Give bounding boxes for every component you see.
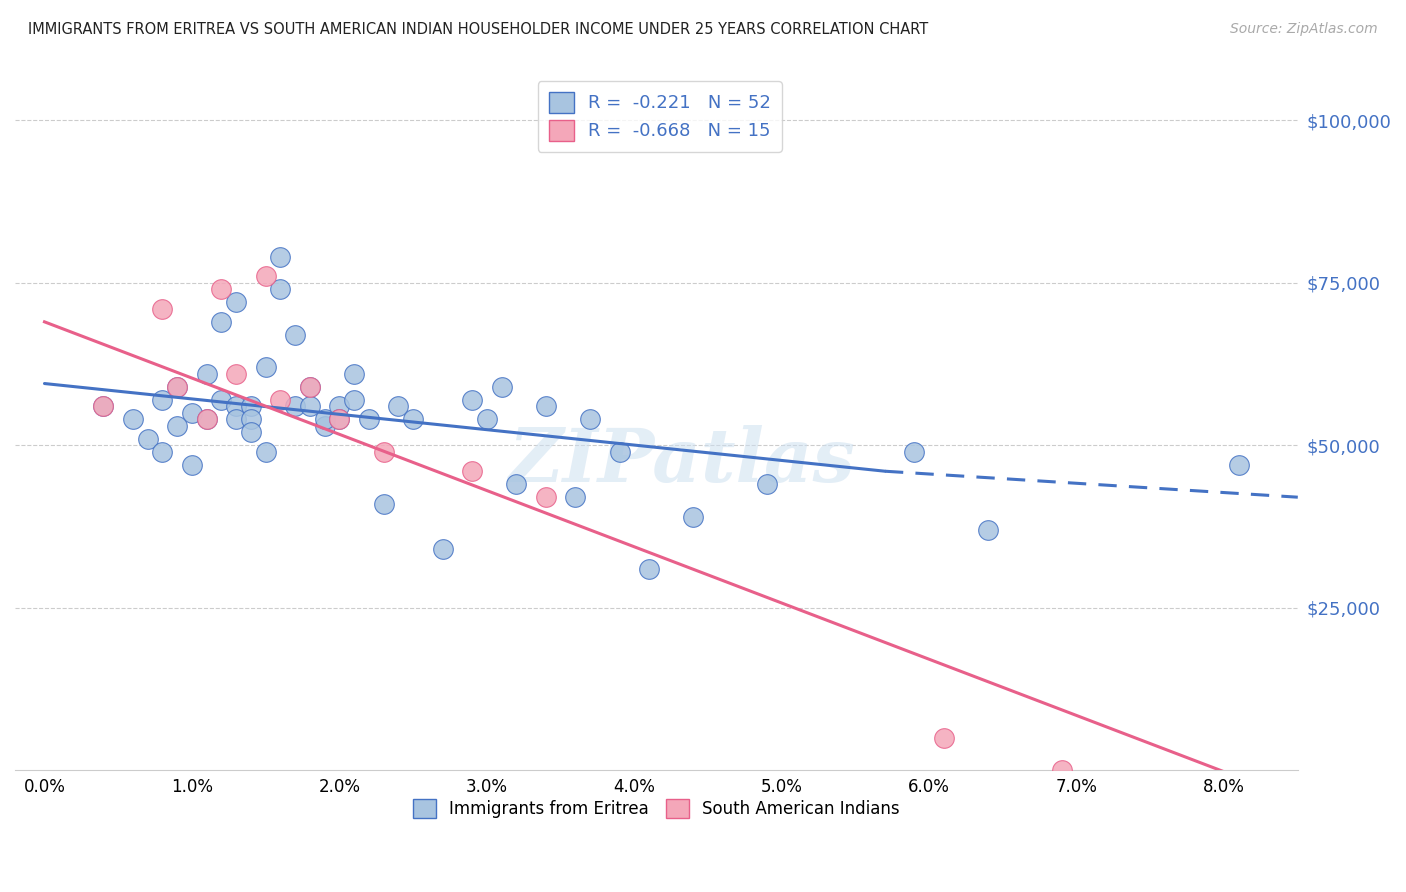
Point — [328, 412, 350, 426]
Legend: Immigrants from Eritrea, South American Indians: Immigrants from Eritrea, South American … — [406, 792, 907, 825]
Point — [225, 399, 247, 413]
Point — [209, 282, 232, 296]
Point — [534, 490, 557, 504]
Point — [1227, 458, 1250, 472]
Point — [166, 380, 188, 394]
Point — [402, 412, 425, 426]
Point — [181, 406, 204, 420]
Point — [166, 380, 188, 394]
Point — [166, 418, 188, 433]
Point — [298, 399, 321, 413]
Point — [328, 399, 350, 413]
Point — [373, 444, 395, 458]
Point — [284, 399, 307, 413]
Point — [136, 432, 159, 446]
Point — [756, 477, 779, 491]
Point — [491, 380, 513, 394]
Point — [254, 360, 277, 375]
Point — [534, 399, 557, 413]
Point — [1050, 763, 1073, 777]
Point — [195, 412, 218, 426]
Point — [195, 412, 218, 426]
Point — [254, 269, 277, 284]
Point — [152, 444, 174, 458]
Point — [239, 425, 262, 440]
Point — [93, 399, 115, 413]
Point — [225, 295, 247, 310]
Point — [239, 412, 262, 426]
Text: IMMIGRANTS FROM ERITREA VS SOUTH AMERICAN INDIAN HOUSEHOLDER INCOME UNDER 25 YEA: IMMIGRANTS FROM ERITREA VS SOUTH AMERICA… — [28, 22, 928, 37]
Point — [387, 399, 409, 413]
Point — [298, 380, 321, 394]
Point — [432, 542, 454, 557]
Point — [269, 282, 291, 296]
Point — [505, 477, 527, 491]
Point — [564, 490, 586, 504]
Point — [225, 367, 247, 381]
Point — [638, 561, 661, 575]
Point — [932, 731, 955, 745]
Point — [152, 301, 174, 316]
Point — [579, 412, 602, 426]
Point — [314, 412, 336, 426]
Point — [977, 523, 1000, 537]
Point — [373, 497, 395, 511]
Point — [254, 444, 277, 458]
Point — [195, 367, 218, 381]
Point — [314, 418, 336, 433]
Point — [209, 392, 232, 407]
Point — [225, 412, 247, 426]
Point — [343, 367, 366, 381]
Point — [357, 412, 380, 426]
Point — [181, 458, 204, 472]
Point — [93, 399, 115, 413]
Point — [284, 327, 307, 342]
Point — [269, 392, 291, 407]
Point — [461, 464, 484, 478]
Text: Source: ZipAtlas.com: Source: ZipAtlas.com — [1230, 22, 1378, 37]
Point — [152, 392, 174, 407]
Point — [682, 509, 704, 524]
Text: ZIPatlas: ZIPatlas — [509, 425, 855, 498]
Point — [461, 392, 484, 407]
Point — [298, 380, 321, 394]
Point — [609, 444, 631, 458]
Point — [328, 412, 350, 426]
Point — [269, 250, 291, 264]
Point — [209, 315, 232, 329]
Point — [122, 412, 145, 426]
Point — [475, 412, 498, 426]
Point — [239, 399, 262, 413]
Point — [343, 392, 366, 407]
Point — [903, 444, 925, 458]
